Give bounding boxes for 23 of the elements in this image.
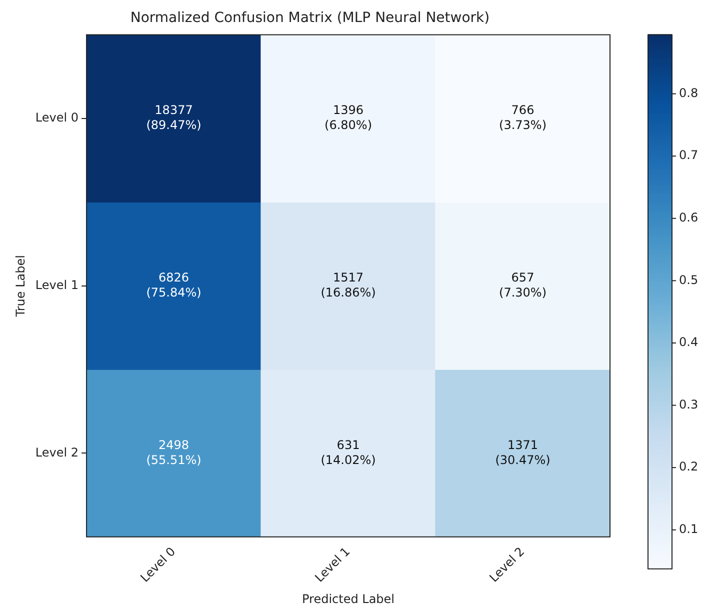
data-label: 766 (3.73%) <box>499 103 546 132</box>
color-bar-label: 0.3 <box>679 397 698 412</box>
color-bar-label: 0.6 <box>679 210 698 225</box>
color-bar-label: 0.8 <box>679 86 698 100</box>
x-axis-title: Predicted Label <box>302 592 395 606</box>
data-label: 2498 (55.51%) <box>146 438 202 467</box>
data-label: 6826 (75.84%) <box>146 270 202 300</box>
chart-title: Normalized Confusion Matrix (MLP Neural Network) <box>130 10 490 26</box>
color-bar-label: 0.5 <box>679 272 698 287</box>
data-label: 18377 (89.47%) <box>146 103 202 132</box>
y-tick-label: Level 0 <box>35 110 79 125</box>
data-label: 1517 (16.86%) <box>320 270 376 300</box>
y-axis-title: True Label <box>13 255 28 318</box>
color-bar-label: 0.2 <box>679 460 698 474</box>
data-label: 631 (14.02%) <box>320 438 376 467</box>
color-bar-label: 0.4 <box>679 335 698 350</box>
data-label: 1371 (30.47%) <box>495 438 550 467</box>
color-bar-label: 0.7 <box>679 148 698 162</box>
color-bar-label: 0.1 <box>679 522 698 536</box>
y-tick-label: Level 2 <box>35 445 79 460</box>
y-tick-label: Level 1 <box>35 278 79 292</box>
data-label: 1396 (6.80%) <box>324 103 372 132</box>
data-label: 657 (7.30%) <box>499 270 546 300</box>
